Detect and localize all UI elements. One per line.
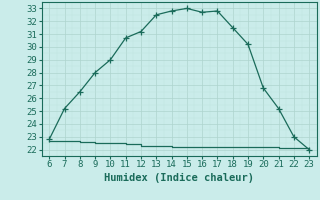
X-axis label: Humidex (Indice chaleur): Humidex (Indice chaleur) [104,173,254,183]
